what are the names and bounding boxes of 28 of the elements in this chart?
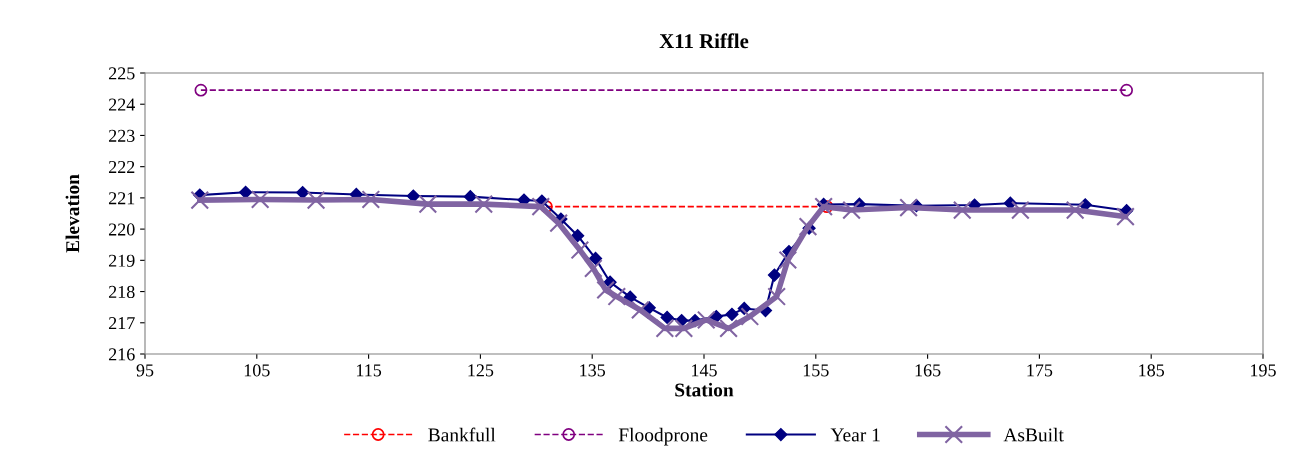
legend-label: AsBuilt [1003,427,1064,442]
x-tick-label: 185 [1139,364,1165,377]
y-tick-label: 223 [108,129,135,142]
y-tick-label: 219 [108,254,135,267]
x-tick-label: 155 [803,364,829,377]
y-tick-label: 221 [108,192,135,205]
chart-title: X11 Riffle [659,33,749,49]
x-tick-label: 95 [136,364,154,377]
legend-label: Year 1 [830,428,880,442]
x-tick-label: 115 [356,364,382,377]
y-tick-label: 217 [108,317,135,330]
x-tick-label: 145 [692,364,717,377]
x-tick-label: 165 [915,364,941,377]
x-tick-label: 175 [1027,364,1053,377]
y-tick-label: 224 [108,98,135,111]
x-tick-label: 195 [1251,364,1276,377]
x-tick-label: 105 [244,364,270,377]
x-tick-label: 135 [580,364,606,377]
y-axis-title: Elevation [65,174,80,253]
y-tick-label: 225 [108,67,135,80]
x-axis-title: Station [675,382,734,397]
x-tick-label: 125 [468,364,494,377]
legend-label: Bankfull [428,427,496,442]
y-tick-label: 218 [108,285,135,298]
y-tick-label: 222 [108,160,135,173]
y-tick-label: 220 [108,223,135,236]
y-tick-label: 216 [108,348,135,361]
legend-label: Floodprone [618,427,708,446]
